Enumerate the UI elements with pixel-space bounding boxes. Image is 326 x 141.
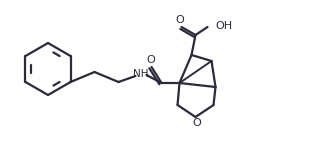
Text: OH: OH [215, 21, 233, 31]
Text: O: O [192, 118, 201, 128]
Text: O: O [175, 15, 184, 25]
Text: O: O [146, 55, 155, 65]
Text: NH: NH [133, 69, 148, 79]
